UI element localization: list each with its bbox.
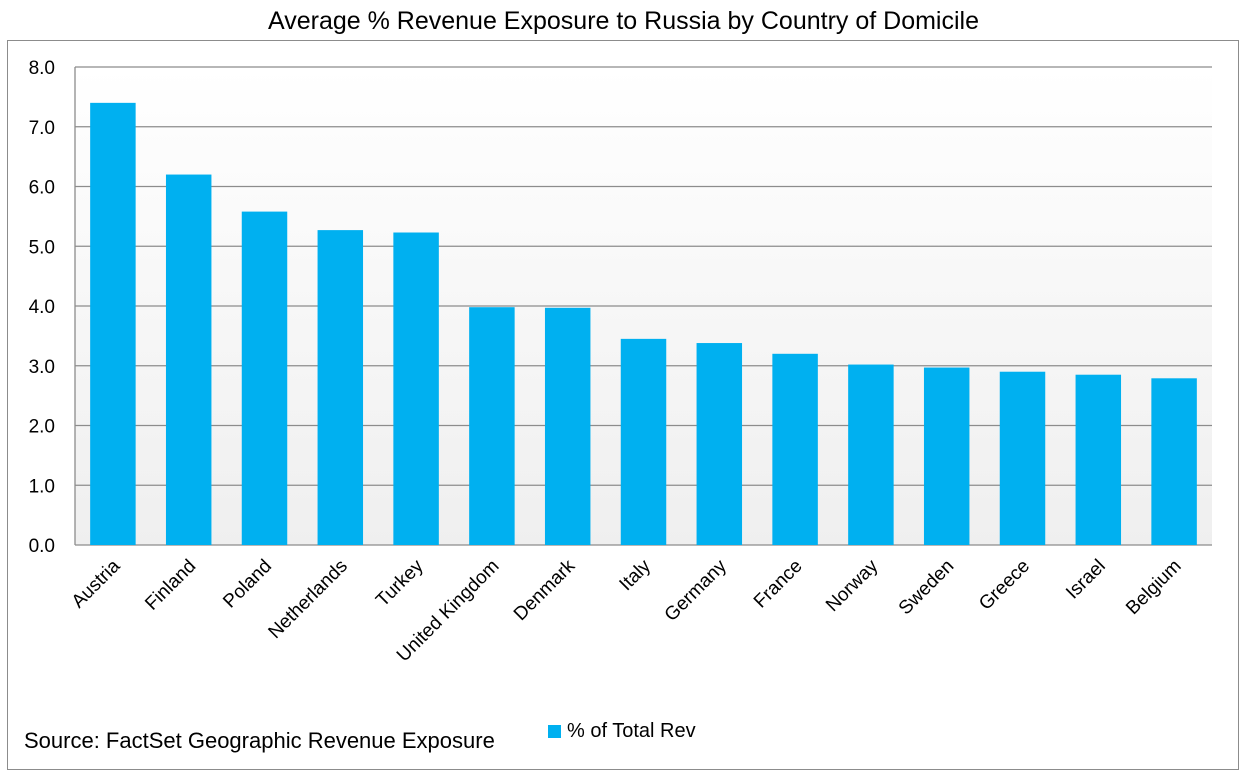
x-tick-label: Italy — [616, 555, 656, 595]
bar-germany — [696, 343, 743, 545]
x-tick-label: Germany — [661, 555, 731, 625]
x-tick-label: Greece — [975, 556, 1034, 615]
bar-austria — [90, 102, 136, 545]
x-tick-label: Sweden — [895, 556, 958, 619]
y-axis-tick-labels: 0.0 1.0 2.0 3.0 4.0 5.0 6.0 7.0 8.0 — [29, 58, 55, 557]
legend-label: % of Total Rev — [567, 720, 696, 742]
x-tick-label: Turkey — [372, 555, 428, 611]
y-tick-label: 2.0 — [29, 417, 55, 438]
y-tick-label: 5.0 — [29, 237, 55, 258]
x-tick-label: Poland — [219, 556, 276, 613]
bar-norway — [848, 364, 894, 545]
y-tick-label: 6.0 — [29, 178, 55, 199]
y-tick-label: 4.0 — [29, 297, 55, 318]
source-note: Source: FactSet Geographic Revenue Expos… — [24, 728, 495, 753]
y-tick-label: 1.0 — [29, 476, 55, 497]
bars — [90, 102, 1197, 546]
bar-sweden — [923, 367, 970, 545]
bar-turkey — [393, 232, 439, 545]
bar-united-kingdom — [469, 307, 515, 545]
x-tick-label: Norway — [822, 555, 883, 616]
y-tick-label: 8.0 — [29, 58, 55, 79]
x-tick-label: Belgium — [1122, 556, 1185, 619]
bar-belgium — [1151, 378, 1197, 545]
chart-title: Average % Revenue Exposure to Russia by … — [268, 7, 979, 35]
bar-italy — [620, 338, 667, 545]
x-tick-label: France — [750, 556, 807, 613]
y-tick-label: 3.0 — [29, 357, 55, 378]
bar-finland — [165, 174, 212, 546]
y-tick-label: 7.0 — [29, 118, 55, 139]
x-tick-label: Denmark — [510, 555, 580, 625]
legend: % of Total Rev — [548, 720, 696, 743]
x-tick-label: Netherlands — [265, 556, 352, 643]
legend-swatch — [548, 725, 561, 738]
x-tick-label: Austria — [68, 555, 125, 612]
x-tick-label: Israel — [1062, 556, 1110, 604]
bar-netherlands — [317, 230, 364, 545]
bar-denmark — [544, 307, 591, 545]
y-tick-label: 0.0 — [29, 536, 55, 557]
bar-greece — [999, 371, 1046, 545]
x-tick-label: Finland — [141, 556, 200, 615]
bar-israel — [1075, 374, 1122, 545]
bar-france — [772, 353, 818, 545]
bar-poland — [241, 211, 288, 545]
